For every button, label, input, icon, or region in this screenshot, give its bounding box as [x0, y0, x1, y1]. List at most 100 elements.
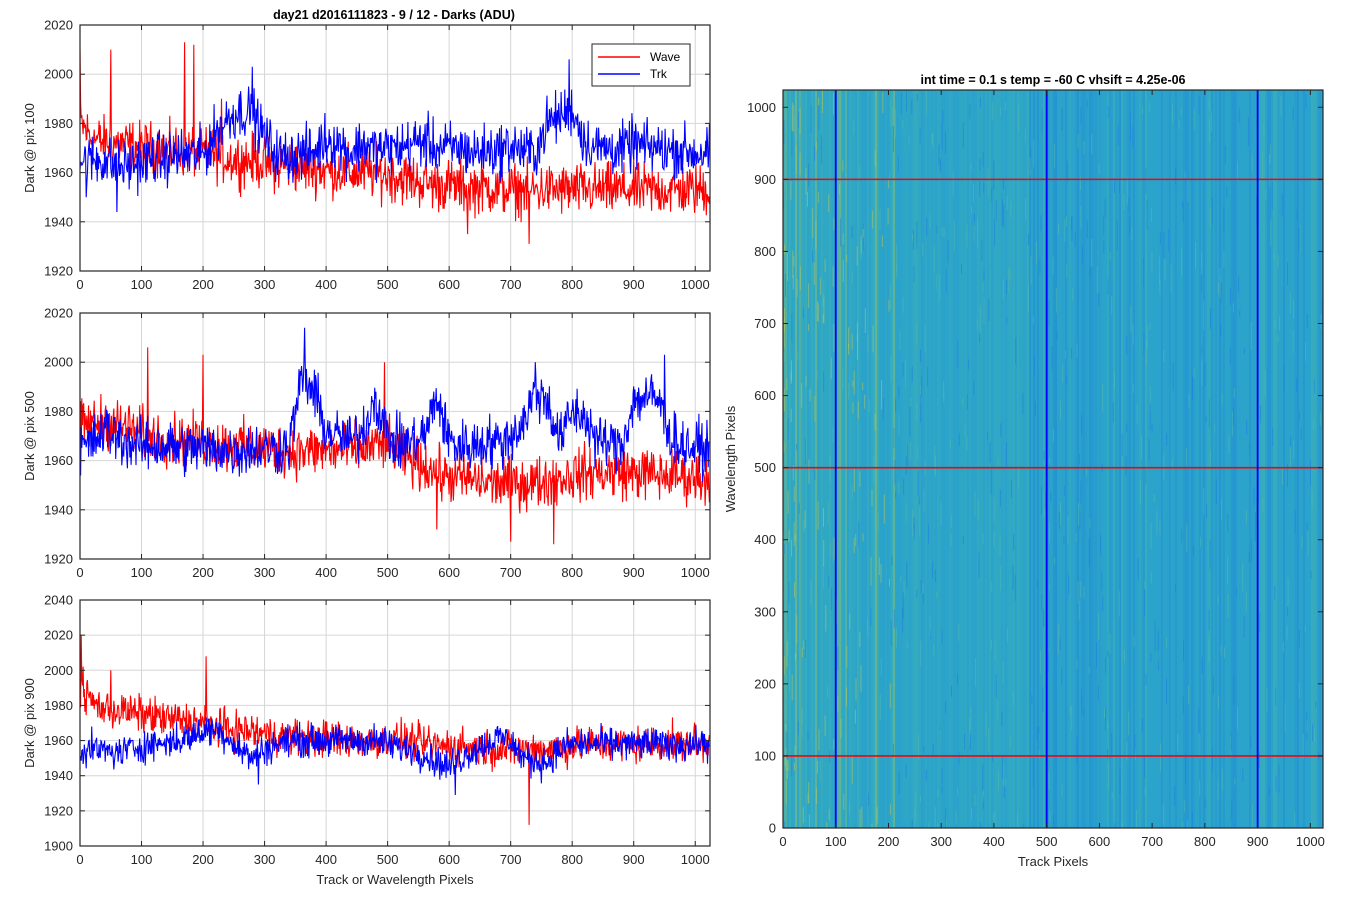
heatmap-column — [1255, 90, 1257, 828]
x-tick-label: 1000 — [681, 852, 710, 867]
heatmap-column — [859, 90, 861, 828]
x-axis-label: Track Pixels — [1018, 854, 1089, 869]
heatmap-column — [1117, 90, 1119, 828]
heatmap-column — [953, 90, 955, 828]
heatmap-column — [883, 90, 885, 828]
heatmap-column — [1159, 90, 1161, 828]
x-tick-label: 900 — [623, 277, 645, 292]
series-line-trk — [80, 717, 710, 796]
heatmap-column — [811, 90, 813, 828]
axes-frame — [79, 24, 711, 272]
heatmap-column — [1195, 90, 1197, 828]
heatmap-column — [1113, 90, 1115, 828]
heatmap-column — [1147, 90, 1149, 828]
y-tick-label: 1980 — [44, 698, 73, 713]
x-axis-label: Track or Wavelength Pixels — [316, 872, 474, 887]
heatmap-column — [809, 90, 811, 828]
heatmap-column — [1217, 90, 1219, 828]
heatmap-column — [885, 90, 887, 828]
heatmap-column — [797, 90, 799, 828]
heatmap-column — [1157, 90, 1159, 828]
heatmap-column — [825, 90, 827, 828]
heatmap-column — [1225, 90, 1227, 828]
heatmap-column — [1139, 90, 1141, 828]
heatmap-column — [951, 90, 953, 828]
heatmap-column — [1267, 90, 1269, 828]
heatmap-column — [807, 90, 809, 828]
y-tick-label: 2000 — [44, 663, 73, 678]
y-tick-label: 1960 — [44, 453, 73, 468]
heatmap-column — [1279, 90, 1281, 828]
heatmap-column — [833, 90, 835, 828]
heatmap-column — [1285, 90, 1287, 828]
heatmap-column — [971, 90, 973, 828]
heatmap-column — [1183, 90, 1185, 828]
x-tick-label: 900 — [623, 565, 645, 580]
heatmap-column — [861, 90, 863, 828]
heatmap-column — [1077, 90, 1079, 828]
heatmap-column — [785, 90, 787, 828]
y-tick-label: 2000 — [44, 355, 73, 370]
heatmap-column — [1291, 90, 1293, 828]
heatmap-column — [1069, 90, 1071, 828]
x-tick-label: 800 — [561, 277, 583, 292]
y-tick-label: 2040 — [44, 593, 73, 608]
heatmap-column — [791, 90, 793, 828]
heatmap-column — [1315, 90, 1317, 828]
heatmap-column — [821, 90, 823, 828]
x-tick-label: 400 — [315, 277, 337, 292]
y-tick-label: 1940 — [44, 214, 73, 229]
heatmap-column — [903, 90, 905, 828]
heatmap-column — [975, 90, 977, 828]
x-tick-label: 400 — [983, 834, 1005, 849]
heatmap-column — [857, 90, 859, 828]
plot-dark-pix-100: 0 100 200 300 400 500 600 700 800 900 1000 1920 1940… — [22, 18, 711, 292]
heatmap-column — [1149, 90, 1151, 828]
heatmap-column — [1025, 90, 1027, 828]
heatmap-column — [1063, 90, 1065, 828]
heatmap-column — [1145, 90, 1147, 828]
y-tick-label: 1900 — [44, 839, 73, 854]
x-tick-label: 200 — [878, 834, 900, 849]
heatmap-column — [1221, 90, 1223, 828]
heatmap-column — [965, 90, 967, 828]
heatmap-column — [1055, 90, 1057, 828]
heatmap-column — [1089, 90, 1091, 828]
heatmap-column — [1103, 90, 1105, 828]
heatmap-column — [995, 90, 997, 828]
heatmap-column — [1151, 90, 1153, 828]
heatmap-column — [1007, 90, 1009, 828]
heatmap-column — [1011, 90, 1013, 828]
heatmap-column — [1079, 90, 1081, 828]
y-tick-label: 1920 — [44, 552, 73, 567]
heatmap-column — [1017, 90, 1019, 828]
heatmap-column — [949, 90, 951, 828]
heatmap-column — [799, 90, 801, 828]
x-tick-label: 400 — [315, 565, 337, 580]
heatmap-column — [939, 90, 941, 828]
x-tick-label: 700 — [1141, 834, 1163, 849]
heatmap-column — [983, 90, 985, 828]
heatmap-column — [917, 90, 919, 828]
heatmap-column — [923, 90, 925, 828]
x-tick-label: 900 — [623, 852, 645, 867]
x-tick-label: 800 — [561, 852, 583, 867]
x-tick-label: 200 — [192, 852, 214, 867]
heatmap-column — [871, 90, 873, 828]
x-tick-label: 0 — [76, 852, 83, 867]
heatmap-column — [803, 90, 805, 828]
heatmap-column — [1123, 90, 1125, 828]
heatmap-column — [1261, 90, 1263, 828]
heatmap-column — [1301, 90, 1303, 828]
heatmap-column — [1275, 90, 1277, 828]
heatmap-column — [1027, 90, 1029, 828]
heatmap-column — [1199, 90, 1201, 828]
heatmap-column — [877, 90, 879, 828]
heatmap-column — [1083, 90, 1085, 828]
axes-frame — [79, 312, 711, 560]
y-axis-label: Dark @ pix 500 — [22, 391, 37, 481]
heatmap-column — [1227, 90, 1229, 828]
heatmap-column — [1201, 90, 1203, 828]
heatmap-column — [937, 90, 939, 828]
y-tick-label: 1960 — [44, 165, 73, 180]
